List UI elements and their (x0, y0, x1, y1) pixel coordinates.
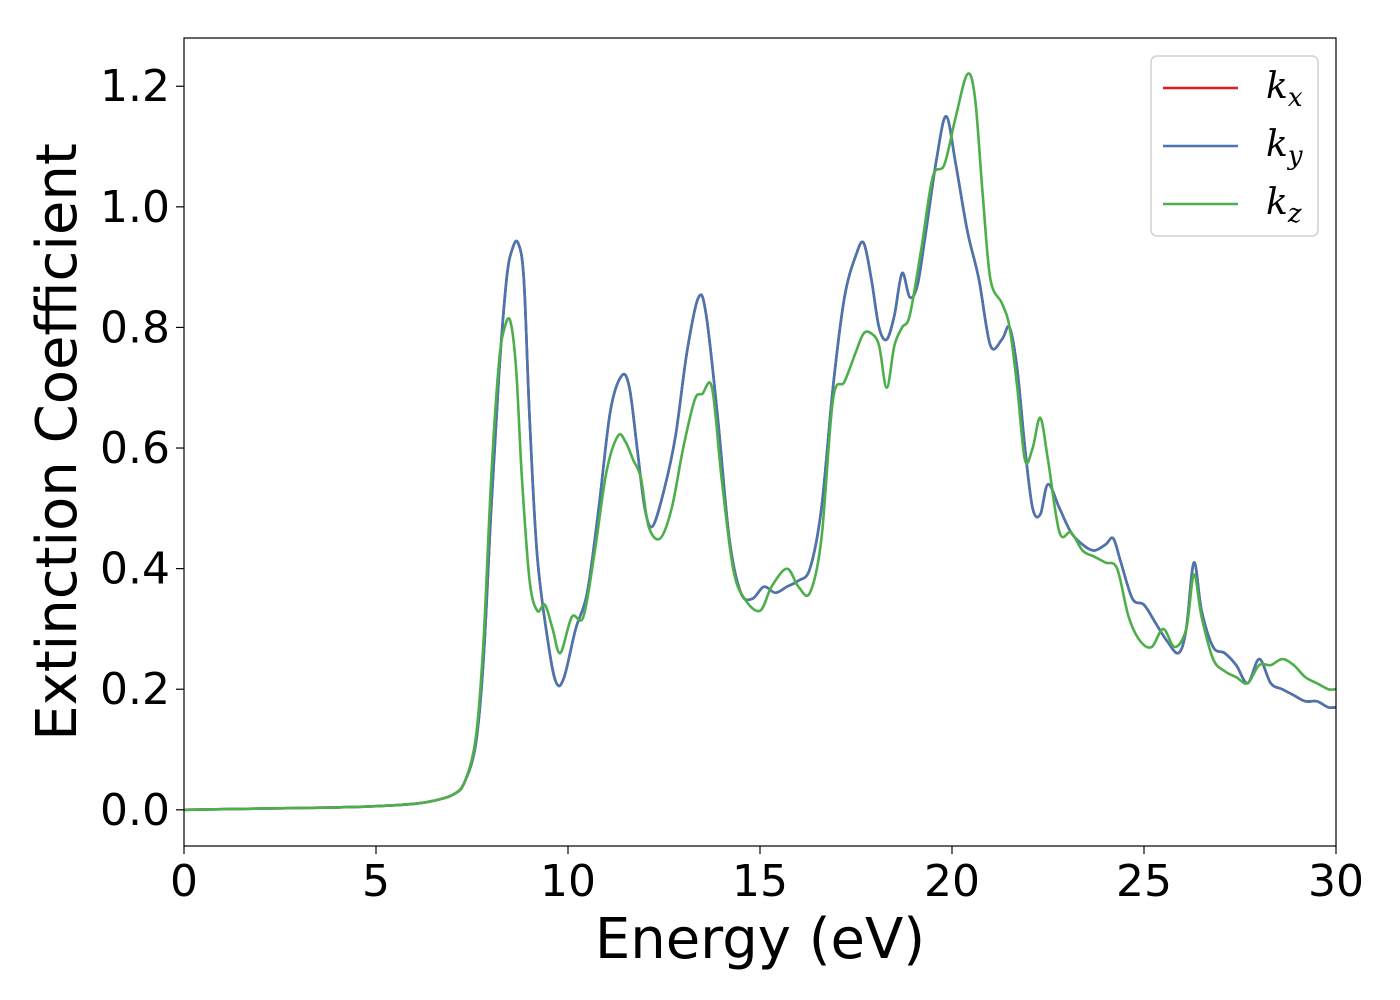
y-tick-label: 1.2 (100, 61, 170, 112)
x-axis-label: Energy (eV) (595, 907, 925, 972)
x-tick-label: 10 (540, 856, 596, 907)
plot-area (184, 72, 1336, 812)
legend-label-kz: kz (1266, 182, 1302, 229)
legend-label-kx: kx (1266, 66, 1303, 113)
y-tick-label: 0.0 (100, 785, 170, 836)
y-tick-label: 0.8 (100, 302, 170, 353)
y-tick-label: 0.2 (100, 664, 170, 715)
series-layer (184, 72, 1336, 812)
x-tick-label: 20 (924, 856, 980, 907)
series-line-ky (184, 115, 1336, 812)
y-axis-label: Extinction Coefficient (25, 143, 90, 741)
series-line-kz (184, 72, 1336, 812)
legend: kx ky kz (1150, 55, 1319, 237)
y-tick-label: 0.6 (100, 423, 170, 474)
x-tick-label: 0 (170, 856, 198, 907)
x-tick-label: 30 (1308, 856, 1364, 907)
ticks-layer: 0 5 10 15 20 25 30 0.0 0.2 0.4 0.6 0.8 1.0 1.2 (100, 61, 1364, 907)
legend-entries: kx ky kz (1163, 66, 1303, 229)
plot-frame (183, 37, 1337, 847)
y-tick-label: 0.4 (100, 544, 170, 595)
x-tick-label: 5 (362, 856, 390, 907)
x-tick-label: 15 (732, 856, 788, 907)
y-tick-label: 1.0 (100, 182, 170, 233)
legend-label-ky: ky (1266, 124, 1303, 171)
x-tick-label: 25 (1116, 856, 1172, 907)
